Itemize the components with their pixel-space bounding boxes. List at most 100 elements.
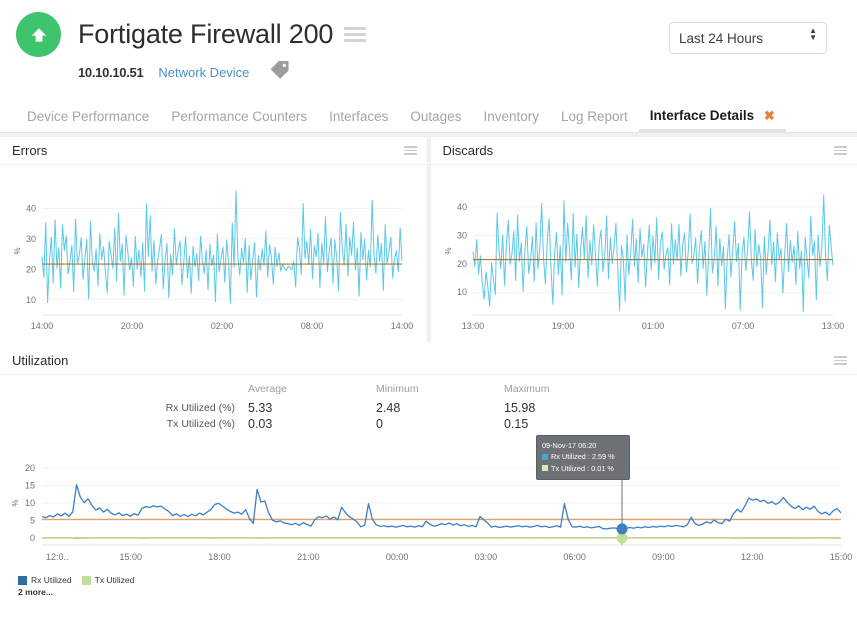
legend-swatch [81, 575, 91, 585]
table-row: Tx Utilized (%) 0.03 0 0.15 [140, 416, 632, 432]
column-header-minimum: Minimum [376, 383, 419, 395]
svg-text:40: 40 [26, 203, 36, 213]
svg-text:20: 20 [456, 259, 466, 269]
svg-text:30: 30 [26, 234, 36, 244]
hamburger-menu-icon[interactable] [834, 145, 847, 156]
tooltip-row-rx: Rx Utilized : 2.59 % [542, 451, 624, 462]
tab-label: Outages [410, 109, 462, 124]
time-range-select[interactable]: Last 24 Hours ▲ ▼ [669, 22, 827, 54]
errors-panel-title: Errors [12, 143, 48, 158]
legend-more-link[interactable]: 2 more... [18, 587, 53, 597]
top-charts-row: Errors 10 20 30 40% 14:00 20:00 02:00 08:00 14:0… [0, 133, 857, 343]
legend-label: Rx Utilized [31, 575, 72, 585]
svg-text:15:00: 15:00 [120, 552, 143, 562]
device-ip: 10.10.10.51 [78, 65, 144, 80]
svg-text:12:00: 12:00 [741, 552, 764, 562]
tab-label: Inventory [483, 109, 539, 124]
tab-inventory[interactable]: Inventory [472, 109, 550, 132]
svg-text:0: 0 [30, 533, 35, 543]
svg-text:02:00: 02:00 [211, 321, 234, 331]
tab-bar: Device Performance Performance Counters … [0, 102, 857, 133]
svg-text:10: 10 [26, 295, 36, 305]
chart-tooltip: 09-Nov-17 06:20 Rx Utilized : 2.59 % Tx … [536, 435, 630, 480]
svg-text:19:00: 19:00 [551, 321, 574, 331]
utilization-panel-title: Utilization [12, 353, 69, 368]
tab-outages[interactable]: Outages [399, 109, 472, 132]
svg-text:15:00: 15:00 [830, 552, 853, 562]
tooltip-timestamp: 09-Nov-17 06:20 [542, 441, 597, 450]
svg-text:08:00: 08:00 [301, 321, 324, 331]
svg-text:07:00: 07:00 [731, 321, 754, 331]
tab-log-report[interactable]: Log Report [550, 109, 639, 132]
tooltip-tx-label: Tx Utilized : 0.01 % [551, 463, 614, 473]
tab-label: Log Report [560, 109, 628, 124]
svg-text:15: 15 [25, 481, 35, 491]
svg-text:%: % [444, 247, 453, 254]
column-header-average: Average [248, 383, 287, 395]
legend-swatch [18, 575, 27, 585]
tag-icon[interactable] [269, 60, 291, 85]
tx-maximum: 0.15 [504, 417, 529, 431]
legend-item-tx[interactable]: Tx Utilized [81, 575, 134, 585]
time-range-value: Last 24 Hours [679, 30, 764, 46]
page-header: Fortigate Firewall 200 10.10.10.51 Netwo… [0, 0, 857, 85]
utilization-stats-table: Average Minimum Maximum Rx Utilized (%) … [0, 375, 857, 433]
tab-label: Performance Counters [171, 109, 308, 124]
rx-maximum: 15.98 [504, 401, 536, 415]
svg-text:%: % [11, 499, 20, 506]
row-label-rx: Rx Utilized (%) [165, 402, 235, 414]
tab-device-performance[interactable]: Device Performance [16, 109, 160, 132]
discards-chart: 10 20 30 40% 13:00 19:00 01:00 07:00 13:00 [431, 165, 857, 341]
table-header-row: Average Minimum Maximum [140, 383, 632, 400]
tooltip-row-tx: Tx Utilized : 0.01 % [542, 463, 624, 474]
utilization-panel-header: Utilization [0, 347, 857, 375]
hamburger-menu-icon[interactable] [403, 145, 417, 156]
legend-item-rx[interactable]: Rx Utilized [18, 575, 72, 585]
discards-panel: Discards 10 20 30 40% 13:00 19:00 01:00 07:00 13… [430, 137, 857, 343]
tx-minimum: 0 [376, 417, 383, 431]
svg-text:20: 20 [25, 463, 35, 473]
svg-text:01:00: 01:00 [641, 321, 664, 331]
column-header-maximum: Maximum [504, 383, 550, 395]
tab-performance-counters[interactable]: Performance Counters [160, 109, 318, 132]
errors-panel-header: Errors [0, 137, 427, 165]
utilization-legend: Rx Utilized Tx Utilized 2 more... [18, 575, 144, 597]
discards-panel-title: Discards [442, 143, 494, 158]
errors-chart: 10 20 30 40% 14:00 20:00 02:00 08:00 14:00 [0, 165, 427, 341]
stats-corner [140, 383, 248, 400]
svg-text:%: % [13, 247, 22, 254]
svg-text:20: 20 [26, 264, 36, 274]
hamburger-menu-icon[interactable] [834, 355, 847, 366]
table-row: Rx Utilized (%) 5.33 2.48 15.98 [140, 400, 632, 416]
svg-text:18:00: 18:00 [208, 552, 231, 562]
svg-text:30: 30 [456, 230, 466, 240]
up-arrow-icon [16, 12, 61, 57]
svg-text:00:00: 00:00 [386, 552, 409, 562]
tooltip-rx-label: Rx Utilized : 2.59 % [551, 452, 615, 462]
tab-label: Interfaces [329, 109, 389, 124]
utilization-chart: 0 5 10 15 20% 12:0.. 15:00 18:00 21:00 00:00 03:00… [0, 433, 857, 575]
tooltip-swatch [542, 465, 548, 472]
device-type-link[interactable]: Network Device [158, 65, 250, 80]
tab-label: Interface Details [649, 108, 755, 123]
up-down-spinner-icon[interactable]: ▲ ▼ [809, 26, 817, 42]
discards-panel-header: Discards [430, 137, 857, 165]
tx-average: 0.03 [248, 417, 273, 431]
rx-average: 5.33 [248, 401, 273, 415]
page-title: Fortigate Firewall 200 [78, 19, 334, 49]
svg-text:09:00: 09:00 [652, 552, 675, 562]
active-tab-underline [638, 129, 786, 133]
svg-text:10: 10 [456, 287, 466, 297]
svg-text:10: 10 [25, 498, 35, 508]
close-x-icon[interactable]: ✖ [763, 108, 775, 123]
hamburger-menu-icon[interactable] [344, 27, 367, 42]
device-title-row: Fortigate Firewall 200 [16, 12, 841, 57]
svg-text:20:00: 20:00 [121, 321, 144, 331]
svg-text:12:0..: 12:0.. [46, 552, 69, 562]
tab-interfaces[interactable]: Interfaces [318, 109, 399, 132]
svg-text:5: 5 [30, 516, 35, 526]
svg-text:40: 40 [456, 202, 466, 212]
svg-text:14:00: 14:00 [391, 321, 414, 331]
tab-interface-details[interactable]: Interface Details ✖ [638, 108, 786, 133]
